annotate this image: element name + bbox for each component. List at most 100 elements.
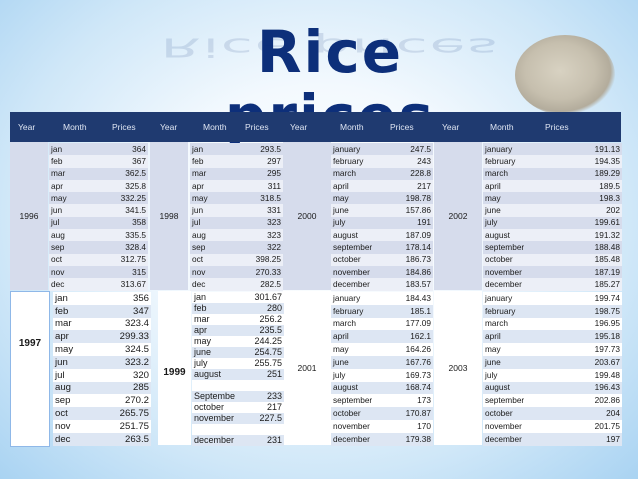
month-cell: april [333, 180, 349, 191]
price-cell: 185.27 [594, 278, 620, 289]
price-table-1998: jan 293.5 feb 297 mar 295 apr 311 may 318.5 jun 331… [190, 143, 283, 291]
month-cell: may [485, 192, 501, 203]
table-row: jul 320 [53, 368, 151, 382]
price-cell: 177.09 [405, 318, 431, 329]
month-cell: november [485, 266, 522, 277]
price-cell: 362.5 [125, 168, 146, 179]
month-cell: jul [192, 217, 201, 228]
table-row: january 184.43 [331, 292, 433, 305]
month-cell: jun [192, 205, 204, 216]
table-row: february 198.75 [483, 304, 622, 318]
table-row: october 170.87 [331, 407, 433, 420]
month-cell: jun [51, 205, 63, 216]
month-cell: mar [192, 168, 207, 179]
price-cell: 244.25 [254, 336, 282, 346]
table-row: march 196.95 [483, 317, 622, 331]
table-row: september 173 [331, 394, 433, 408]
price-cell: 231 [266, 435, 282, 445]
table-row: june 202 [483, 204, 622, 217]
table-row: april 217 [331, 179, 433, 193]
table-row: november 201.75 [483, 419, 622, 433]
table-row: july 255.75 [192, 358, 284, 369]
month-cell: october [333, 254, 361, 265]
price-cell: 191.32 [594, 229, 620, 240]
price-cell: 347 [132, 305, 149, 317]
month-cell: march [485, 168, 509, 179]
table-row: may 198.3 [483, 192, 622, 205]
price-cell: 255.75 [254, 358, 282, 368]
month-cell: sep [192, 242, 206, 253]
price-cell: 320 [132, 369, 149, 381]
month-cell: Septembe [194, 391, 236, 401]
price-cell: 324.5 [124, 344, 149, 356]
price-cell: 233 [266, 391, 282, 401]
table-row: may 198.78 [331, 192, 433, 205]
table-row: december 183.57 [331, 278, 433, 291]
table-row: july 199.61 [483, 216, 622, 230]
price-cell: 157.86 [405, 205, 431, 216]
price-cell: 186.73 [405, 254, 431, 265]
header-month: Month [203, 122, 227, 132]
price-cell: 323.4 [124, 318, 149, 330]
header-prices: Prices [245, 122, 269, 132]
month-cell: september [333, 395, 373, 406]
month-cell: aug [51, 229, 65, 240]
table-row: may 332.25 [49, 192, 148, 205]
table-row: feb 367 [49, 155, 148, 168]
table-row: december 179.38 [331, 432, 433, 446]
table-row: december 197 [483, 432, 622, 446]
month-cell: january [485, 292, 513, 303]
month-cell: june [333, 356, 349, 367]
table-row: april 195.18 [483, 330, 622, 344]
price-table-1999: jan 301.67 feb 280 mar 256.2 apr 235.5 may 244.25… [192, 292, 284, 446]
price-table-1996: jan 364 feb 367 mar 362.5 apr 325.8 may 332.25 jun… [49, 143, 148, 291]
table-row: june 157.86 [331, 204, 433, 217]
month-cell: may [485, 344, 501, 355]
price-cell: 301.67 [254, 292, 282, 302]
table-row: apr 311 [190, 179, 283, 193]
table-row: mar 362.5 [49, 167, 148, 180]
month-cell: february [485, 155, 516, 166]
table-row: apr 299.33 [53, 330, 151, 344]
month-cell: sep [51, 242, 65, 253]
title-reflection: Rice prices [160, 32, 500, 63]
table-row: february 194.35 [483, 155, 622, 168]
year-cell: 2000 [283, 142, 331, 290]
month-cell: october [485, 254, 513, 265]
price-cell: 251.75 [119, 420, 149, 432]
table-row: jan 301.67 [192, 292, 284, 303]
month-cell: march [485, 318, 509, 329]
table-row: october 204 [483, 407, 622, 420]
table-row: october 185.48 [483, 253, 622, 266]
month-cell: may [333, 344, 349, 355]
year-cell: 1997 [10, 291, 50, 447]
month-cell: march [333, 168, 357, 179]
price-cell: 162.1 [410, 331, 431, 342]
table-row: february 243 [331, 155, 433, 168]
month-cell: july [194, 358, 208, 368]
table-row: jun 341.5 [49, 204, 148, 217]
table-row: november 227.5 [192, 413, 284, 424]
table-row: march 177.09 [331, 317, 433, 331]
table-row: may 318.5 [190, 192, 283, 205]
price-cell: 332.25 [120, 192, 146, 203]
price-cell: 196.43 [594, 382, 620, 393]
price-cell: 199.48 [594, 369, 620, 380]
table-row: feb 347 [53, 304, 151, 318]
header-prices: Prices [112, 122, 136, 132]
month-cell: july [333, 369, 346, 380]
price-cell: 243 [417, 155, 431, 166]
month-cell: may [192, 192, 208, 203]
table-row: april 162.1 [331, 330, 433, 344]
table-row: nov 270.33 [190, 265, 283, 279]
price-cell: 184.43 [405, 292, 431, 303]
month-cell: oct [55, 408, 68, 420]
month-cell: august [485, 229, 510, 240]
month-cell: june [194, 347, 212, 357]
month-cell: june [485, 205, 501, 216]
header-month: Month [63, 122, 87, 132]
month-cell: october [194, 402, 225, 412]
month-cell: july [485, 217, 498, 228]
price-cell: 323.2 [124, 356, 149, 368]
year-cell: 2003 [434, 291, 482, 445]
